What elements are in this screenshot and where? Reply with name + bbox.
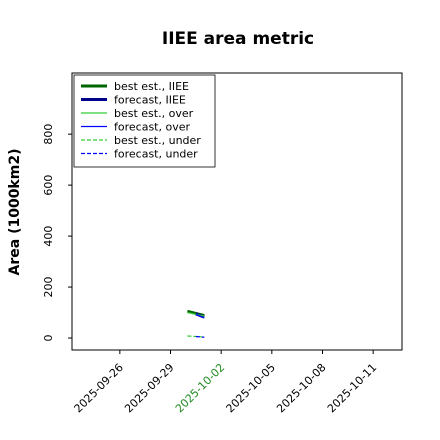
y-tick-label: 200 bbox=[42, 277, 55, 298]
y-tick-label: 400 bbox=[42, 226, 55, 247]
x-tick-label: 2025-09-29 bbox=[122, 361, 176, 415]
legend-label: forecast, IIEE bbox=[114, 94, 186, 107]
series-line bbox=[195, 314, 205, 319]
y-tick-label: 800 bbox=[42, 124, 55, 145]
legend-box bbox=[73, 74, 216, 168]
chart-title: IIEE area metric bbox=[162, 29, 314, 49]
y-tick-label: 600 bbox=[42, 175, 55, 196]
y-tick-label: 0 bbox=[42, 335, 55, 342]
x-tick-label: 2025-09-26 bbox=[72, 361, 126, 415]
x-tick-label: 2025-10-05 bbox=[224, 361, 278, 415]
plot-frame bbox=[71, 72, 403, 351]
series-line bbox=[187, 311, 205, 317]
legend-label: best est., under bbox=[114, 134, 201, 147]
legend-label: forecast, over bbox=[114, 121, 190, 134]
y-axis-label: Area (1000km2) bbox=[7, 149, 23, 276]
x-tick-label: 2025-10-08 bbox=[274, 361, 328, 415]
legend-label: forecast, under bbox=[114, 148, 198, 161]
x-tick-label: 2025-10-02 bbox=[173, 361, 227, 415]
legend-label: best est., over bbox=[114, 107, 194, 120]
legend-label: best est., IIEE bbox=[114, 80, 189, 93]
series-line bbox=[195, 335, 205, 338]
x-tick-label: 2025-10-11 bbox=[325, 361, 379, 415]
